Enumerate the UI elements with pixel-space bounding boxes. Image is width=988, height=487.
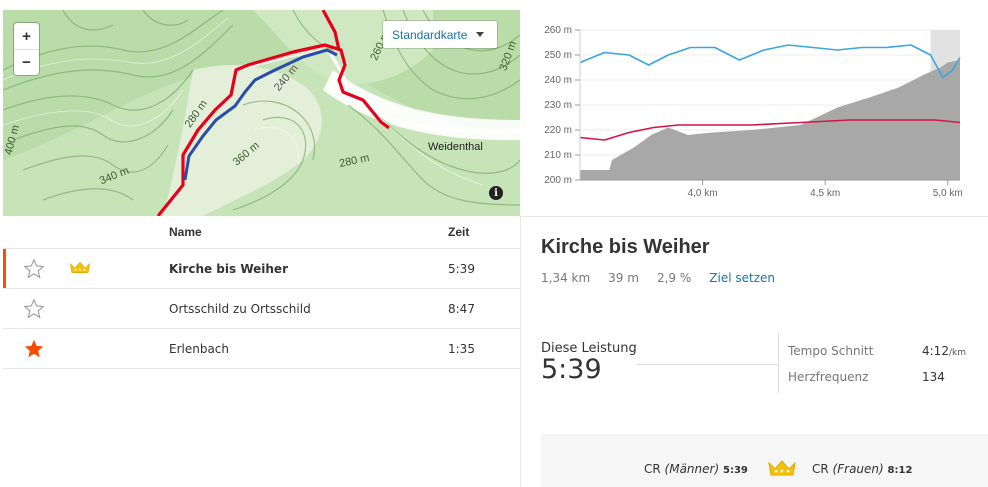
segment-time: 8:47 — [448, 301, 475, 316]
course-records: CR (Männer) 5:39 CR (Frauen) 8:12 — [541, 434, 988, 487]
effort-label: Diese Leistung — [541, 341, 637, 356]
segment-map[interactable]: 260 m 320 m 240 m 280 m 400 m 340 m 360 … — [3, 10, 520, 216]
info-icon[interactable]: i — [489, 186, 503, 200]
set-goal-link[interactable]: Ziel setzen — [709, 271, 775, 285]
star-outline-icon[interactable] — [3, 257, 69, 280]
caret-down-icon — [476, 32, 485, 37]
star-outline-icon[interactable] — [3, 297, 69, 320]
segments-table: Name Zeit Kirche bis Weiher 5:39 Ortsschil… — [3, 216, 520, 369]
table-row[interactable]: Ortsschild zu Ortsschild 8:47 — [3, 289, 520, 329]
pace-label: Tempo Schnitt — [788, 344, 874, 358]
segment-name[interactable]: Kirche bis Weiher — [169, 261, 288, 276]
table-header: Name Zeit — [3, 216, 520, 249]
heartrate-label: Herzfrequenz — [788, 370, 869, 384]
y-tick-label: 260 m — [544, 25, 572, 36]
y-tick-label: 230 m — [544, 100, 572, 111]
crown-icon — [69, 261, 91, 273]
segment-name[interactable]: Ortsschild zu Ortsschild — [169, 301, 311, 316]
map-type-label: Standardkarte — [392, 27, 468, 42]
y-tick-label: 240 m — [544, 75, 572, 86]
panel-divider — [520, 216, 521, 487]
y-tick-label: 210 m — [544, 150, 572, 161]
header-time: Zeit — [448, 225, 470, 239]
cr-men: CR (Männer) 5:39 — [644, 462, 748, 476]
y-tick-label: 250 m — [544, 50, 572, 61]
table-row[interactable]: Kirche bis Weiher 5:39 — [3, 249, 520, 289]
elevation-area — [580, 60, 960, 180]
table-row[interactable]: Erlenbach 1:35 — [3, 329, 520, 369]
cr-women: CR (Frauen) 8:12 — [812, 462, 913, 476]
heartrate-line — [579, 119, 961, 141]
heartrate-value: 134 — [922, 370, 945, 384]
zoom-control: + − — [14, 23, 39, 75]
segment-name[interactable]: Erlenbach — [169, 341, 230, 356]
x-tick-label: 4,0 km — [688, 188, 718, 199]
segment-time: 1:35 — [448, 341, 475, 356]
map-type-dropdown[interactable]: Standardkarte — [383, 21, 497, 48]
chart-divider — [520, 216, 988, 217]
pace-line — [579, 44, 961, 79]
star-filled-icon[interactable] — [3, 338, 69, 360]
segment-stats: 1,34 km 39 m 2,9 % Ziel setzen — [541, 271, 981, 285]
segment-elevation: 39 m — [608, 271, 639, 285]
segment-grade: 2,9 % — [656, 271, 692, 285]
zoom-out-button[interactable]: − — [14, 49, 39, 75]
effort-summary: Diese Leistung 5:39 Tempo Schnitt 4:12/k… — [541, 333, 988, 393]
y-tick-label: 200 m — [544, 175, 572, 186]
pace-value: 4:12/km — [922, 344, 966, 358]
town-label: Weidenthal — [428, 141, 483, 153]
segment-detail: Kirche bis Weiher 1,34 km 39 m 2,9 % Zie… — [541, 236, 981, 285]
x-tick-label: 4,5 km — [810, 188, 840, 199]
header-name: Name — [169, 225, 202, 239]
elevation-chart: 200 m 210 m 220 m 230 m 240 m 250 m 260 m 4,0 k… — [544, 25, 963, 199]
zoom-in-button[interactable]: + — [22, 27, 31, 45]
segment-time: 5:39 — [448, 261, 475, 276]
segment-distance: 1,34 km — [541, 271, 591, 285]
segment-title: Kirche bis Weiher — [541, 236, 710, 258]
crown-icon — [768, 460, 796, 476]
x-tick-label: 5,0 km — [933, 188, 963, 199]
effort-time: 5:39 — [541, 354, 602, 385]
y-tick-label: 220 m — [544, 125, 572, 136]
